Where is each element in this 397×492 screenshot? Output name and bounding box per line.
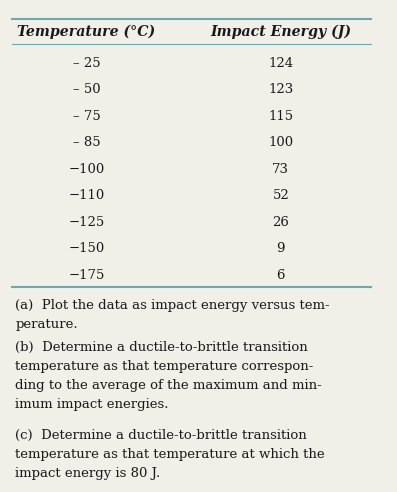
Text: 73: 73: [272, 163, 289, 176]
Text: 124: 124: [268, 57, 293, 70]
Text: −125: −125: [68, 216, 104, 229]
Text: Temperature (°C): Temperature (°C): [17, 25, 156, 39]
Text: 26: 26: [272, 216, 289, 229]
Text: −150: −150: [68, 243, 104, 255]
Text: 100: 100: [268, 136, 293, 150]
Text: – 50: – 50: [73, 83, 100, 96]
Text: – 25: – 25: [73, 57, 100, 70]
Text: 115: 115: [268, 110, 293, 123]
Text: (c)  Determine a ductile-to-brittle transition
temperature as that temperature a: (c) Determine a ductile-to-brittle trans…: [15, 429, 325, 480]
Text: −110: −110: [68, 189, 104, 202]
Text: Impact Energy (J): Impact Energy (J): [210, 25, 351, 39]
Text: −175: −175: [68, 269, 104, 282]
Text: −100: −100: [68, 163, 104, 176]
Text: (a)  Plot the data as impact energy versus tem-
perature.: (a) Plot the data as impact energy versu…: [15, 299, 330, 331]
Text: (b)  Determine a ductile-to-brittle transition
temperature as that temperature c: (b) Determine a ductile-to-brittle trans…: [15, 341, 322, 411]
Text: 9: 9: [277, 243, 285, 255]
Text: – 85: – 85: [73, 136, 100, 150]
Text: 52: 52: [272, 189, 289, 202]
Text: 123: 123: [268, 83, 293, 96]
Text: – 75: – 75: [73, 110, 100, 123]
Text: 6: 6: [277, 269, 285, 282]
